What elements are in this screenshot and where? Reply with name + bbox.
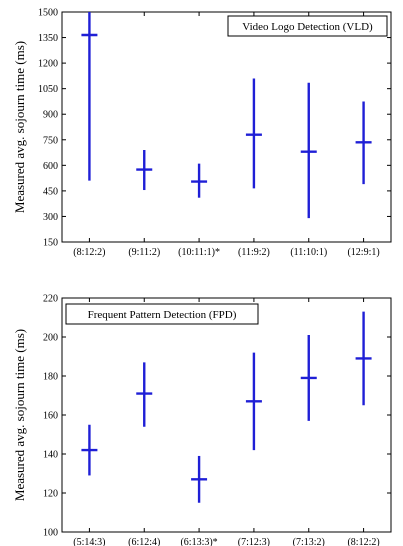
- x-tick-label: (8:12:2): [73, 247, 105, 258]
- y-tick-label: 100: [43, 528, 58, 539]
- y-tick-label: 1500: [38, 8, 58, 19]
- y-tick-label: 600: [43, 161, 58, 172]
- y-tick-label: 300: [43, 212, 58, 223]
- x-tick-label: (12:9:1): [347, 247, 379, 258]
- y-tick-label: 150: [43, 238, 58, 249]
- x-tick-label: (9:11:2): [128, 247, 160, 258]
- y-tick-label: 1350: [38, 33, 58, 44]
- y-tick-label: 220: [43, 294, 58, 305]
- chart-title-box: [65, 303, 259, 325]
- y-tick-label: 1050: [38, 84, 58, 95]
- y-axis-label: Measured avg. sojourn time (ms): [12, 329, 27, 501]
- y-tick-label: 180: [43, 372, 58, 383]
- plot-area-frame: [61, 297, 392, 533]
- chart-title: Frequent Pattern Detection (FPD): [88, 309, 237, 321]
- x-tick-label: (8:12:2): [347, 537, 379, 546]
- y-tick-label: 140: [43, 450, 58, 461]
- y-tick-label: 900: [43, 110, 58, 121]
- y-tick-label: 750: [43, 135, 58, 146]
- y-tick-label: 450: [43, 186, 58, 197]
- chart-title-box: [227, 15, 388, 37]
- y-tick-label: 1200: [38, 59, 58, 70]
- y-tick-label: 120: [43, 489, 58, 500]
- x-tick-label: (6:12:4): [128, 537, 160, 546]
- y-tick-label: 200: [43, 333, 58, 344]
- x-tick-label: (11:10:1): [290, 247, 327, 258]
- x-tick-label: (7:12:3): [238, 537, 270, 546]
- vld-chart: 150 300 450 600 750 900 1050 1200 1350 1500 (8:12:…: [12, 8, 392, 258]
- x-tick-label: (5:14:3): [73, 537, 105, 546]
- y-tick-label: 160: [43, 411, 58, 422]
- x-tick-label: (7:13:2): [293, 537, 325, 546]
- plot-area-frame: [61, 11, 392, 243]
- chart-title: Video Logo Detection (VLD): [242, 21, 373, 33]
- x-tick-label: (11:9:2): [238, 247, 270, 258]
- fpd-chart: 100 120 140 160 180 200 220 (5:14:3) (6:12:4) (6:…: [12, 294, 392, 546]
- x-tick-label: (6:13:3)*: [180, 537, 217, 546]
- x-tick-label: (10:11:1)*: [178, 247, 220, 258]
- y-axis-label: Measured avg. sojourn time (ms): [12, 41, 27, 213]
